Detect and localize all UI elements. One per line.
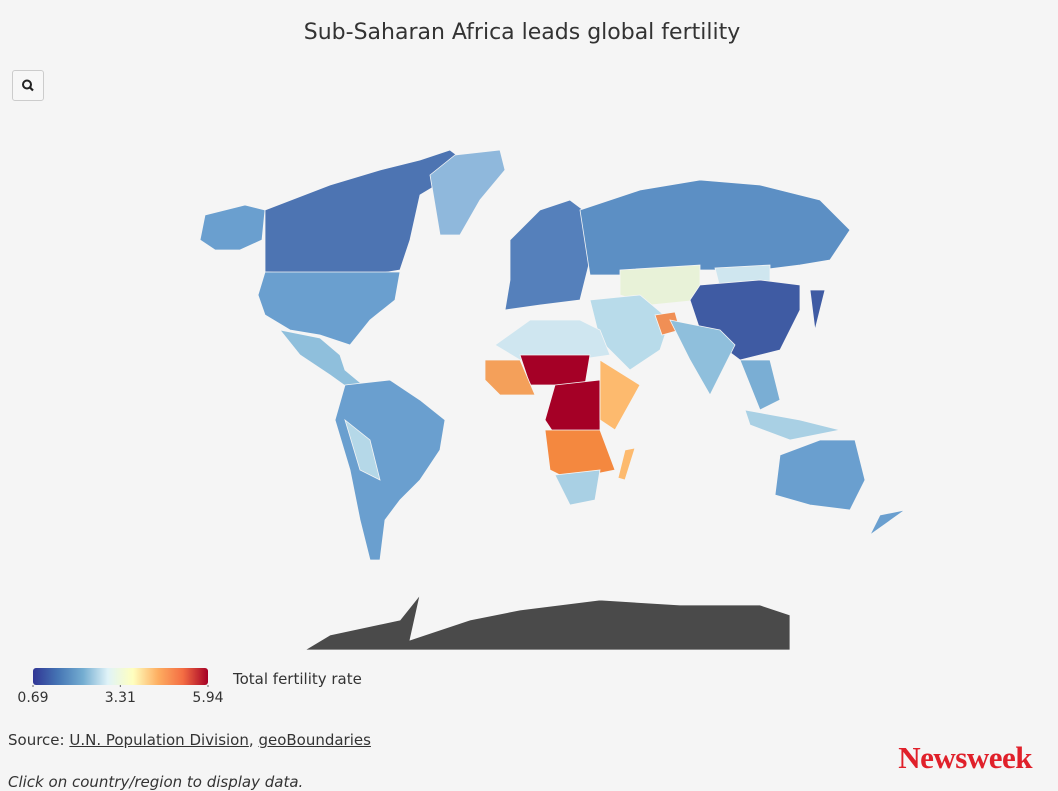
russia[interactable] bbox=[579, 179, 851, 276]
horn-of-africa[interactable] bbox=[599, 359, 641, 431]
alaska[interactable] bbox=[199, 204, 266, 251]
sahel[interactable] bbox=[519, 354, 591, 386]
legend: 0.69 3.31 5.94 bbox=[17, 668, 224, 706]
west-africa[interactable] bbox=[484, 359, 536, 396]
source-link[interactable]: U.N. Population Division bbox=[69, 731, 249, 749]
source-link[interactable]: geoBoundaries bbox=[258, 731, 371, 749]
europe[interactable] bbox=[504, 199, 591, 311]
map-title: Sub-Saharan Africa leads global fertilit… bbox=[303, 20, 741, 45]
source-line: Source: U.N. Population Division, geoBou… bbox=[8, 731, 371, 749]
legend-tick-label: 5.94 bbox=[192, 690, 223, 706]
logo: Newsweek bbox=[898, 740, 1032, 775]
note: Click on country/region to display data. bbox=[8, 773, 304, 791]
world-map bbox=[199, 149, 906, 651]
antarctica[interactable] bbox=[303, 594, 791, 651]
japan[interactable] bbox=[809, 289, 826, 331]
legend-bar bbox=[33, 668, 208, 685]
south-america[interactable] bbox=[334, 379, 446, 561]
southern-africa[interactable] bbox=[554, 469, 601, 506]
zoom-button[interactable] bbox=[12, 70, 44, 101]
indonesia[interactable] bbox=[744, 409, 841, 441]
legend-title: Total fertility rate bbox=[233, 670, 362, 688]
southeast-asia[interactable] bbox=[739, 359, 781, 411]
madagascar[interactable] bbox=[617, 447, 636, 481]
greenland[interactable] bbox=[429, 149, 506, 236]
legend-tick-label: 3.31 bbox=[105, 690, 136, 706]
north-africa[interactable] bbox=[494, 319, 611, 361]
andes[interactable] bbox=[344, 418, 381, 481]
source-prefix: Source: bbox=[8, 731, 65, 749]
source-separator: , bbox=[248, 731, 254, 749]
middle-east[interactable] bbox=[589, 294, 671, 371]
australia[interactable] bbox=[774, 439, 866, 511]
new-zealand[interactable] bbox=[869, 509, 906, 536]
legend-tick-label: 0.69 bbox=[17, 690, 48, 706]
search-icon bbox=[22, 79, 34, 92]
india[interactable] bbox=[669, 319, 736, 396]
usa[interactable] bbox=[257, 271, 401, 346]
